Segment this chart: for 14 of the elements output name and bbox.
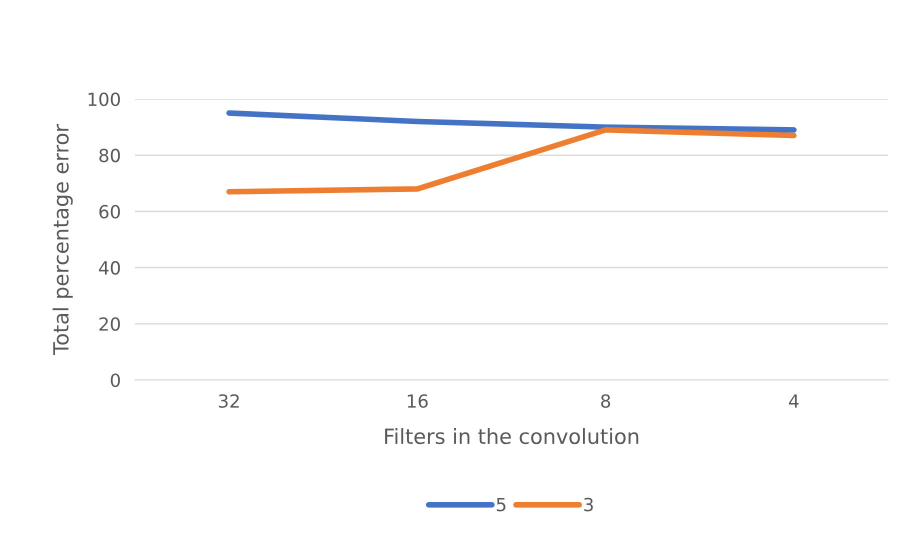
- y-tick-label: 0: [110, 373, 120, 388]
- legend-label: 3: [584, 498, 593, 512]
- x-tick-label: 16: [408, 394, 428, 408]
- y-axis-title: Total percentage error: [52, 124, 73, 356]
- y-tick-label: 80: [99, 148, 120, 162]
- y-tick-label: 60: [99, 204, 120, 219]
- x-tick-label: 4: [789, 394, 799, 408]
- y-tick-label: 40: [99, 261, 120, 275]
- x-tick-label: 8: [601, 394, 610, 408]
- legend-label: 5: [496, 498, 506, 512]
- y-tick-label: 100: [88, 92, 120, 106]
- x-tick-label: 32: [219, 394, 239, 408]
- y-tick-label: 20: [99, 317, 120, 331]
- x-axis-title: Filters in the convolution: [385, 428, 638, 444]
